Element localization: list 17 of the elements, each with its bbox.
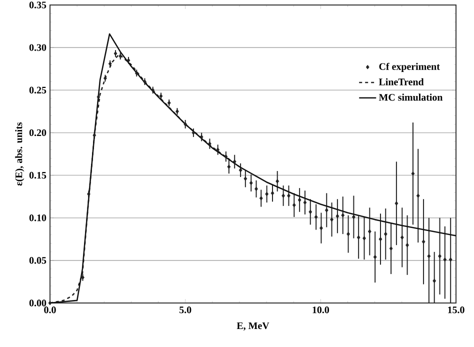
legend-label: MC simulation	[378, 94, 443, 101]
y-tick-label: 0.10	[29, 214, 46, 222]
y-tick-label: 0.35	[29, 2, 46, 8]
y-tick-label: 0.15	[29, 172, 46, 179]
y-axis-title: ε(E), abs. units	[15, 122, 24, 186]
x-tick-label: 10.0	[312, 306, 330, 314]
y-tick-label: 0.05	[29, 257, 46, 264]
y-tick-label: 0.00	[29, 300, 46, 306]
legend-label: Cf experiment	[379, 62, 440, 72]
x-tick-label: 5.0	[180, 306, 192, 314]
y-tick-label: 0.20	[29, 129, 46, 136]
x-tick-label: 0.0	[44, 306, 56, 314]
legend-label: LineTrend	[378, 78, 424, 86]
x-tick-label: 15.0	[448, 306, 464, 314]
x-axis-title: E, MeV	[236, 322, 270, 331]
y-tick-label: 0.30	[29, 44, 46, 51]
y-tick-label: 0.25	[29, 86, 46, 94]
